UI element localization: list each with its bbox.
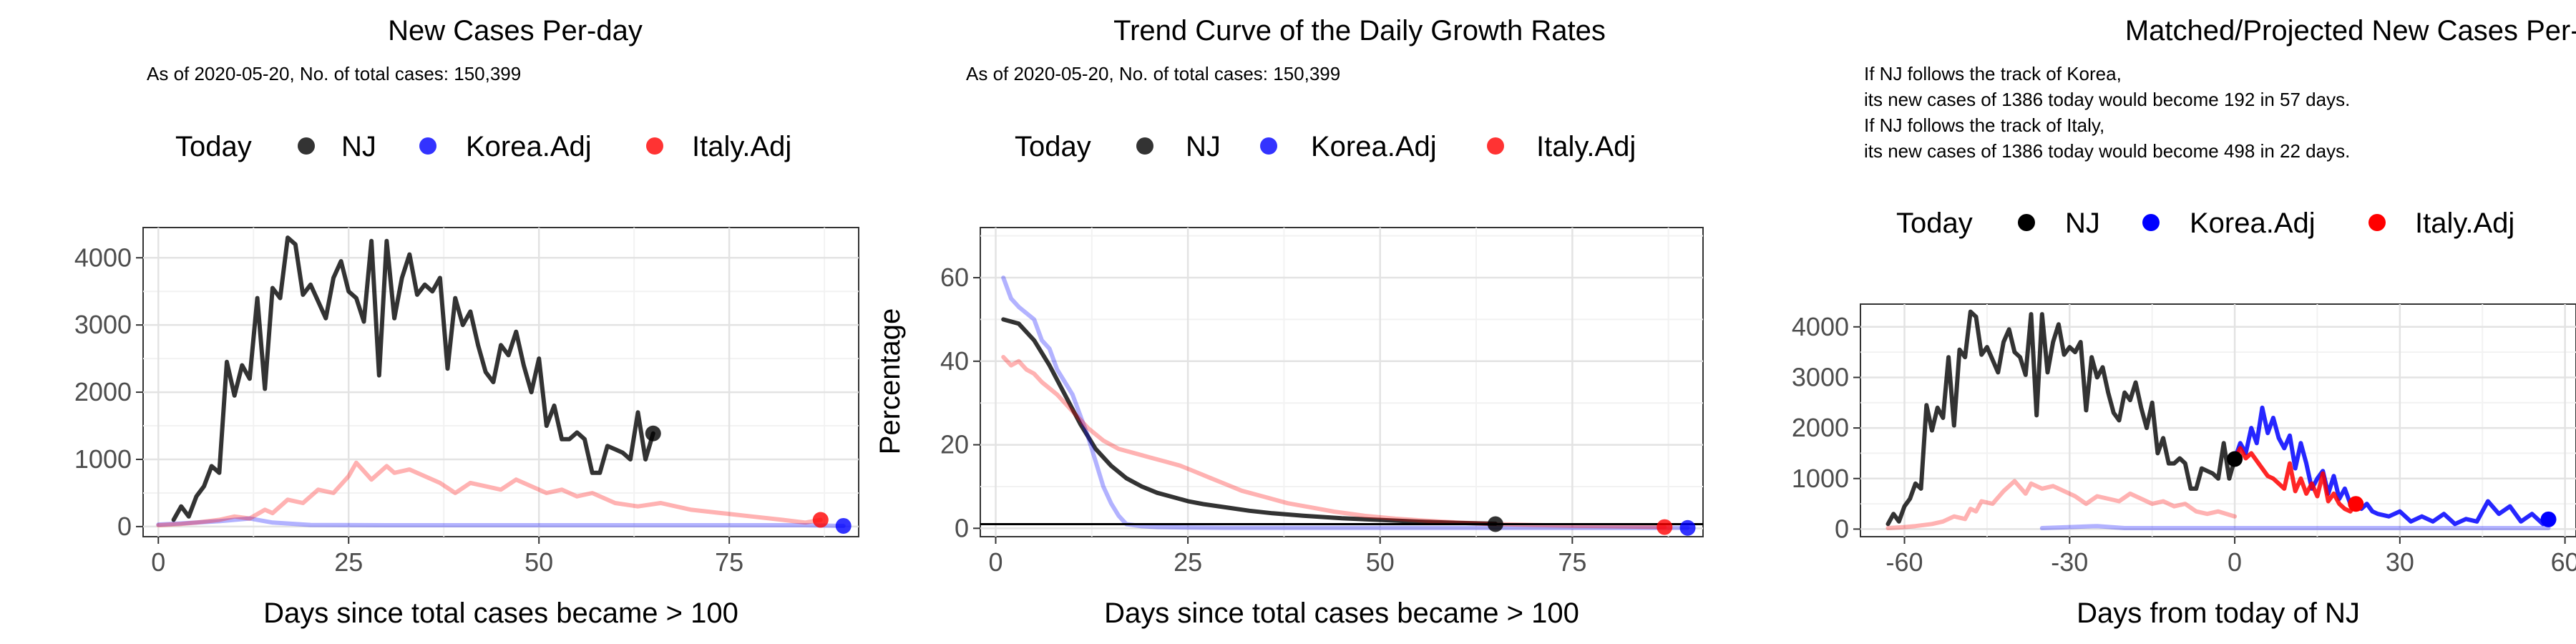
- series-line-nj: [1001, 317, 1498, 526]
- panel-1-legend-key-italy: [646, 137, 663, 155]
- panel-3-title: Matched/Projected New Cases Per-day: [2125, 15, 2576, 47]
- panel-2-y-axis-label: Percentage: [874, 308, 906, 455]
- series-line-italy-adj: [2233, 446, 2358, 514]
- panel-1-legend-label-italy: Italy.Adj: [692, 131, 791, 162]
- series-line-korea-adj: [156, 516, 846, 528]
- panel-3-plot: -60 -30 0 30 60 0 1000 2000 3000 4000: [1792, 304, 2576, 577]
- x-tick-label: 50: [525, 547, 553, 577]
- panel-3-legend-label-italy: Italy.Adj: [2415, 208, 2514, 239]
- panel-3-subtitle-line-1: If NJ follows the track of Korea,: [1864, 63, 2122, 84]
- panel-3-legend-label-nj: NJ: [2065, 208, 2100, 239]
- today-point-italy-adj: [2348, 496, 2364, 512]
- panel-1-legend-label-nj: NJ: [341, 131, 376, 162]
- y-tick-label: 20: [940, 430, 969, 459]
- panel-2-legend-title: Today: [1015, 131, 1091, 162]
- panel-1-legend-key-korea: [419, 137, 436, 155]
- y-tick-label: 0: [955, 513, 969, 542]
- panel-3-x-axis-label: Days from today of NJ: [2077, 597, 2360, 629]
- panel-3-plot-border: [1860, 303, 2576, 537]
- series-line-italy-adj: [1001, 355, 1667, 530]
- x-tick-label: 30: [2386, 547, 2414, 577]
- series-line-italy-adj: [1885, 479, 2238, 530]
- panel-1-title: New Cases Per-day: [388, 15, 643, 47]
- x-tick-label: -60: [1886, 547, 1923, 577]
- today-point-korea-adj: [2540, 511, 2557, 527]
- panel-2-plot-border: [980, 227, 1704, 537]
- today-point-nj: [1487, 516, 1503, 532]
- x-tick-label: 50: [1366, 547, 1395, 577]
- panel-3-subtitle-line-2: its new cases of 1386 today would become…: [1864, 89, 2350, 110]
- panel-1-legend-title: Today: [175, 131, 252, 162]
- panel-3-legend-key-italy: [2368, 214, 2386, 231]
- panel-1: New Cases Per-day As of 2020-05-20, No. …: [142, 15, 859, 629]
- y-tick-label: 3000: [1792, 362, 1849, 391]
- panel-2: Trend Curve of the Daily Growth Rates As…: [874, 15, 1704, 629]
- panel-1-legend: Today NJ Korea.Adj Italy.Adj: [175, 131, 791, 162]
- panel-3-subtitle-line-3: If NJ follows the track of Italy,: [1864, 114, 2104, 136]
- x-tick-label: 0: [151, 547, 165, 577]
- y-tick-label: 2000: [74, 377, 132, 406]
- x-tick-label: 25: [334, 547, 363, 577]
- series-line-italy-adj: [156, 460, 823, 527]
- series-line-nj: [1885, 309, 2238, 527]
- x-tick-label: 75: [1558, 547, 1586, 577]
- panel-2-legend-key-nj: [1136, 137, 1153, 155]
- panel-3-legend-key-korea: [2142, 214, 2160, 231]
- panel-1-plot: 0 25 50 75 0 1000 2000 3000 4000: [74, 228, 859, 577]
- x-tick-label: 75: [715, 547, 743, 577]
- today-point-nj: [645, 425, 661, 441]
- x-tick-label: 0: [2228, 547, 2242, 577]
- x-tick-label: 25: [1174, 547, 1202, 577]
- y-tick-label: 0: [117, 512, 132, 541]
- series-line-korea-adj: [1001, 275, 1690, 530]
- panel-3-subtitle-line-4: its new cases of 1386 today would become…: [1864, 140, 2350, 162]
- y-tick-label: 3000: [74, 310, 132, 339]
- panel-2-legend: Today NJ Korea.Adj Italy.Adj: [1015, 131, 1636, 162]
- panel-2-legend-key-korea: [1260, 137, 1277, 155]
- today-point-italy-adj: [812, 512, 829, 528]
- today-point-nj: [2227, 451, 2243, 467]
- series-line-korea-adj: [2233, 405, 2551, 527]
- y-tick-label: 1000: [74, 444, 132, 474]
- y-tick-label: 1000: [1792, 464, 1849, 493]
- y-tick-label: 0: [1835, 514, 1849, 543]
- panel-1-plot-border: [142, 227, 859, 537]
- series-line-korea-adj: [2039, 524, 2551, 530]
- panel-3-legend-title: Today: [1896, 208, 1973, 239]
- panel-3-legend-key-nj: [2018, 214, 2035, 231]
- y-tick-label: 40: [940, 346, 969, 376]
- y-tick-label: 4000: [1792, 312, 1849, 341]
- today-point-italy-adj: [1657, 519, 1673, 535]
- y-tick-label: 2000: [1792, 413, 1849, 442]
- y-tick-label: 4000: [74, 243, 132, 272]
- x-tick-label: 0: [988, 547, 1002, 577]
- panel-3: Matched/Projected New Cases Per-day If N…: [1860, 15, 2576, 629]
- panel-1-x-axis-label: Days since total cases became > 100: [263, 597, 738, 629]
- panel-1-legend-label-korea: Korea.Adj: [466, 131, 592, 162]
- x-tick-label: -30: [2051, 547, 2088, 577]
- panel-2-legend-label-korea: Korea.Adj: [1311, 131, 1437, 162]
- panel-1-subtitle: As of 2020-05-20, No. of total cases: 15…: [147, 63, 521, 84]
- panel-2-plot: 0 25 50 75 0 20 40 60: [940, 228, 1703, 577]
- panel-2-legend-label-italy: Italy.Adj: [1536, 131, 1636, 162]
- x-tick-label: 60: [2551, 547, 2576, 577]
- panel-2-title: Trend Curve of the Daily Growth Rates: [1113, 15, 1606, 47]
- today-point-korea-adj: [835, 517, 852, 534]
- panel-2-x-axis-label: Days since total cases became > 100: [1104, 597, 1579, 629]
- today-point-korea-adj: [1679, 519, 1696, 536]
- panel-2-legend-key-italy: [1487, 137, 1504, 155]
- panel-3-legend-label-korea: Korea.Adj: [2190, 208, 2316, 239]
- panel-1-legend-key-nj: [298, 137, 315, 155]
- y-tick-label: 60: [940, 263, 969, 292]
- panel-3-legend: Today NJ Korea.Adj Italy.Adj: [1896, 208, 2514, 239]
- panel-2-legend-label-nj: NJ: [1186, 131, 1221, 162]
- panel-2-subtitle: As of 2020-05-20, No. of total cases: 15…: [966, 63, 1340, 84]
- series-line-nj: [171, 235, 655, 522]
